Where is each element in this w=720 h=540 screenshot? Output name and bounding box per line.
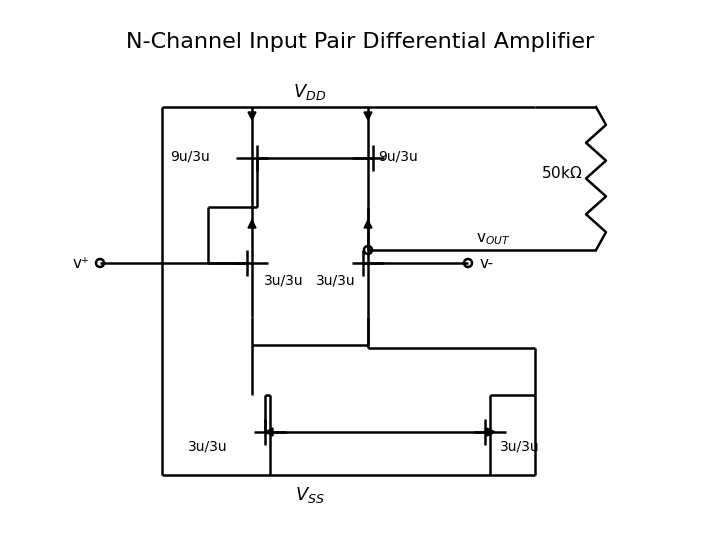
Text: v$_{OUT}$: v$_{OUT}$ — [476, 231, 510, 247]
Text: v-: v- — [480, 255, 494, 271]
Polygon shape — [364, 112, 372, 120]
Text: 9u/3u: 9u/3u — [170, 149, 210, 163]
Text: v⁺: v⁺ — [73, 255, 90, 271]
Text: 50k$\Omega$: 50k$\Omega$ — [541, 165, 582, 181]
Polygon shape — [364, 220, 372, 228]
Text: 9u/3u: 9u/3u — [378, 149, 418, 163]
Polygon shape — [265, 428, 273, 436]
Text: 3u/3u: 3u/3u — [500, 440, 539, 454]
Text: 3u/3u: 3u/3u — [316, 273, 356, 287]
Text: N-Channel Input Pair Differential Amplifier: N-Channel Input Pair Differential Amplif… — [126, 32, 594, 52]
Text: 3u/3u: 3u/3u — [189, 440, 228, 454]
Text: $V_{DD}$: $V_{DD}$ — [294, 82, 327, 102]
Polygon shape — [487, 428, 495, 436]
Text: $V_{SS}$: $V_{SS}$ — [295, 485, 325, 505]
Text: 3u/3u: 3u/3u — [264, 273, 304, 287]
Polygon shape — [248, 220, 256, 228]
Polygon shape — [248, 112, 256, 120]
